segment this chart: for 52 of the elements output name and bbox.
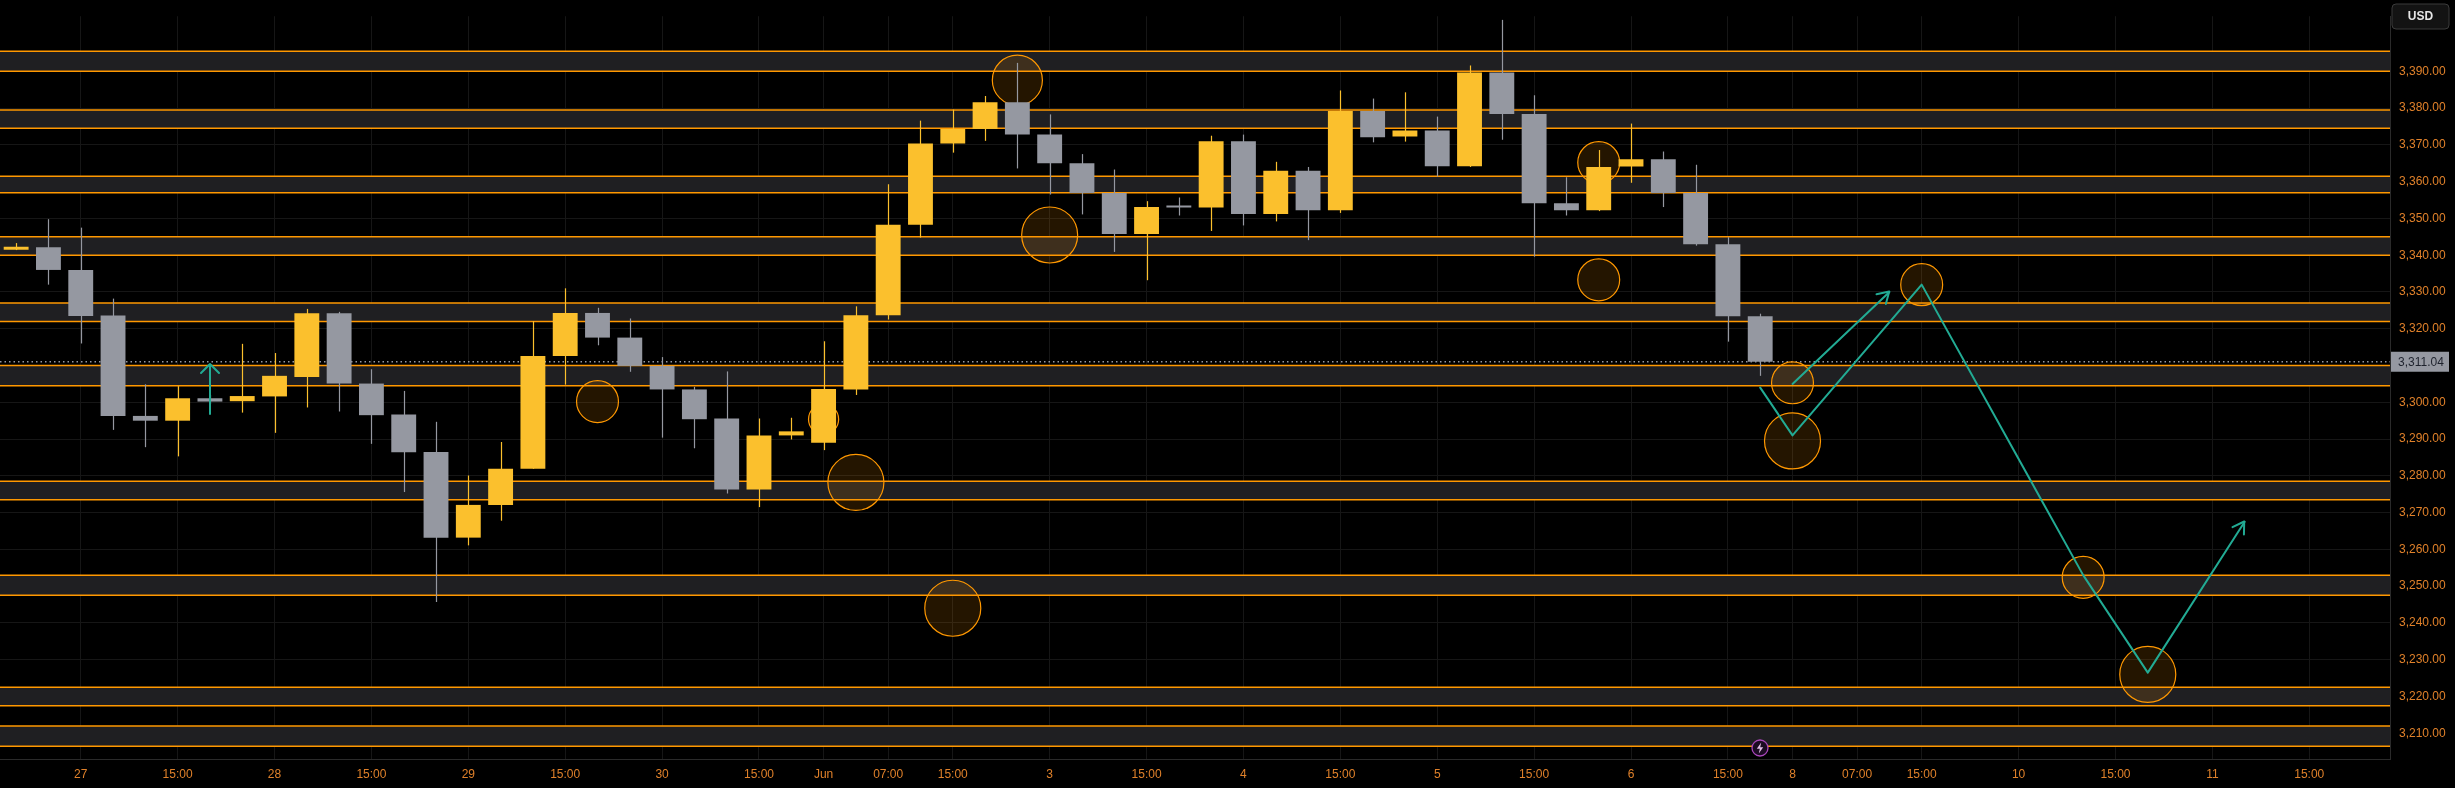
x-tick-label: 15:00 (937, 766, 969, 781)
y-tick-label: 3,340.00 (2399, 247, 2447, 262)
x-tick-label: 15:00 (1325, 766, 1356, 781)
y-tick-label: 3,350.00 (2399, 210, 2447, 225)
y-tick-label: 3,250.00 (2399, 578, 2447, 593)
x-tick-label: 11 (2206, 766, 2219, 781)
y-tick-label: 3,210.00 (2399, 725, 2447, 740)
x-tick-label: 15:00 (2294, 766, 2325, 781)
y-axis-title: USD (2407, 9, 2434, 24)
x-tick-label: 15:00 (162, 766, 193, 781)
y-tick-label: 3,270.00 (2399, 504, 2447, 519)
candlestick (1166, 196, 1192, 217)
x-tick-label: 5 (1433, 766, 1441, 781)
ref-line-label: 3,311.04 (2398, 354, 2445, 369)
x-tick-label: Jun (813, 766, 834, 781)
x-tick-label: 15:00 (1131, 766, 1162, 781)
y-tick-label: 3,390.00 (2399, 63, 2447, 78)
x-tick-label: 10 (2011, 766, 2026, 781)
y-tick-label: 3,370.00 (2399, 137, 2447, 152)
y-tick-label: 3,380.00 (2399, 100, 2447, 115)
x-tick-label: 15:00 (1906, 766, 1938, 781)
x-tick-label: 15:00 (743, 766, 775, 781)
candlestick (1553, 176, 1579, 217)
x-tick-label: 07:00 (873, 766, 904, 781)
x-tick-label: 15:00 (1712, 766, 1744, 781)
x-tick-label: 6 (1627, 766, 1635, 781)
y-tick-label: 3,280.00 (2399, 468, 2447, 483)
y-tick-label: 3,240.00 (2399, 615, 2447, 630)
y-tick-label: 3,220.00 (2399, 688, 2447, 703)
x-tick-label: 28 (267, 766, 282, 781)
y-tick-label: 3,320.00 (2399, 321, 2447, 336)
y-tick-label: 3,260.00 (2399, 541, 2447, 556)
candlestick (229, 343, 255, 414)
y-tick-label: 3,330.00 (2399, 284, 2447, 299)
y-tick-label: 3,290.00 (2399, 431, 2447, 446)
y-tick-label: 3,300.00 (2399, 394, 2447, 409)
x-tick-label: 15:00 (356, 766, 387, 781)
candlestick (132, 383, 158, 448)
x-tick-label: 15:00 (2100, 766, 2131, 781)
x-tick-label: 4 (1240, 766, 1248, 781)
candlestick (1618, 122, 1644, 184)
x-tick-label: 30 (655, 766, 670, 781)
x-tick-label: 15:00 (550, 766, 581, 781)
x-tick-label: 27 (74, 766, 88, 781)
x-tick-label: 07:00 (1842, 766, 1873, 781)
x-tick-label: 8 (1789, 766, 1797, 781)
candlestick (778, 417, 804, 441)
x-tick-label: 29 (461, 766, 476, 781)
y-tick-label: 3,360.00 (2399, 173, 2447, 188)
x-tick-label: 3 (1046, 766, 1054, 781)
y-tick-label: 3,230.00 (2399, 652, 2447, 667)
x-tick-label: 15:00 (1519, 766, 1550, 781)
